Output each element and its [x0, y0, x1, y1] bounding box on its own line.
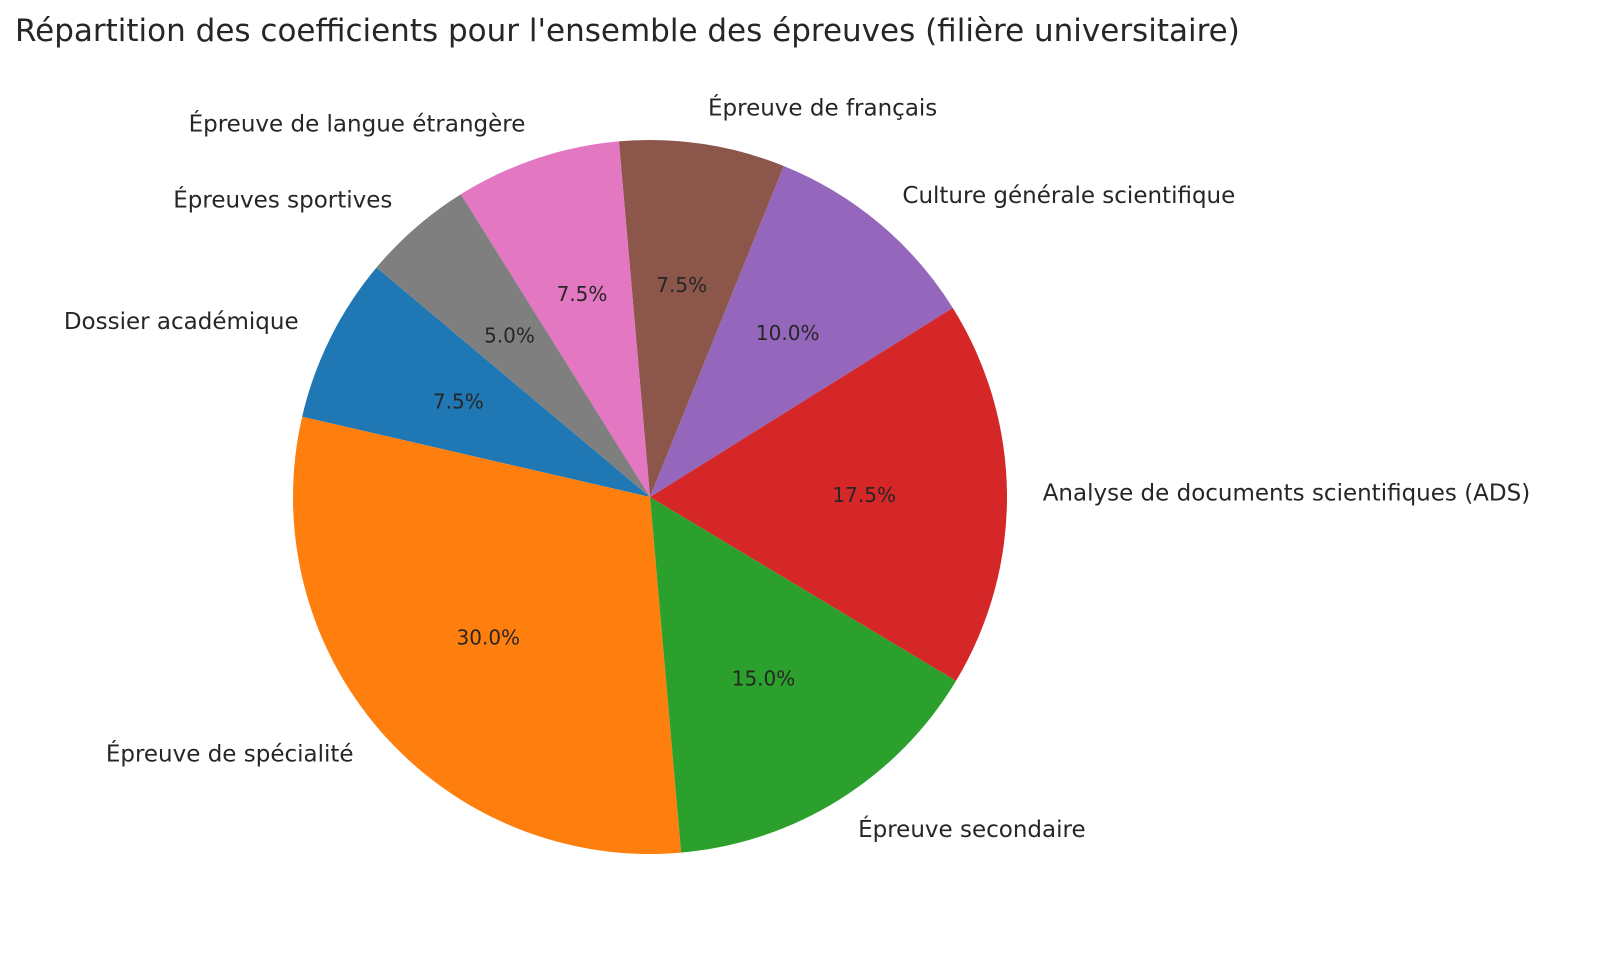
pie-slice-epreuve-de-francais: [618, 140, 784, 497]
chart-title: Répartition des coefficients pour l'ense…: [15, 13, 1240, 49]
percent-labels: 7.5% 30.0% 15.0% 17.5% 10.0% 7.5% 7.5% 5.0%: [433, 273, 896, 691]
pie-slices: [292, 140, 1007, 854]
category-label-epreuve-de-specialite: Épreuve de spécialité: [106, 740, 354, 768]
pie-slice-epreuves-sportives: [376, 194, 650, 497]
percent-label-culture-generale-scientifique: 10.0%: [756, 321, 820, 345]
category-label-epreuve-de-langue-etrangere: Épreuve de langue étrangère: [189, 110, 526, 138]
category-label-dossier-academique: Dossier académique: [64, 309, 299, 335]
percent-label-epreuves-sportives: 5.0%: [484, 323, 535, 347]
category-label-epreuve-de-francais: Épreuve de français: [708, 94, 937, 122]
pie-slice-epreuve-secondaire: [650, 497, 957, 853]
category-label-epreuves-sportives: Épreuves sportives: [173, 186, 392, 214]
pie-slice-dossier-academique: [302, 267, 650, 497]
category-labels: Dossier académique Épreuve de spécialité É…: [64, 94, 1530, 843]
category-label-epreuve-secondaire: Épreuve secondaire: [858, 815, 1086, 843]
percent-label-analyse-de-documents-scientifiques-ads: 17.5%: [832, 483, 896, 507]
pie-slice-culture-generale-scientifique: [650, 166, 953, 497]
pie-slice-epreuve-de-specialite: [292, 416, 682, 854]
pie-slice-analyse-de-documents-scientifiques-ads: [650, 307, 1007, 681]
percent-label-dossier-academique: 7.5%: [433, 389, 484, 413]
percent-label-epreuve-de-francais: 7.5%: [656, 273, 707, 297]
percent-label-epreuve-de-langue-etrangere: 7.5%: [557, 282, 608, 306]
percent-label-epreuve-de-specialite: 30.0%: [457, 626, 521, 650]
category-label-analyse-de-documents-scientifiques-ads: Analyse de documents scientifiques (ADS): [1043, 481, 1531, 507]
percent-label-epreuve-secondaire: 15.0%: [732, 667, 796, 691]
pie-slice-epreuve-de-langue-etrangere: [460, 141, 650, 498]
category-label-culture-generale-scientifique: Culture générale scientifique: [902, 183, 1235, 209]
